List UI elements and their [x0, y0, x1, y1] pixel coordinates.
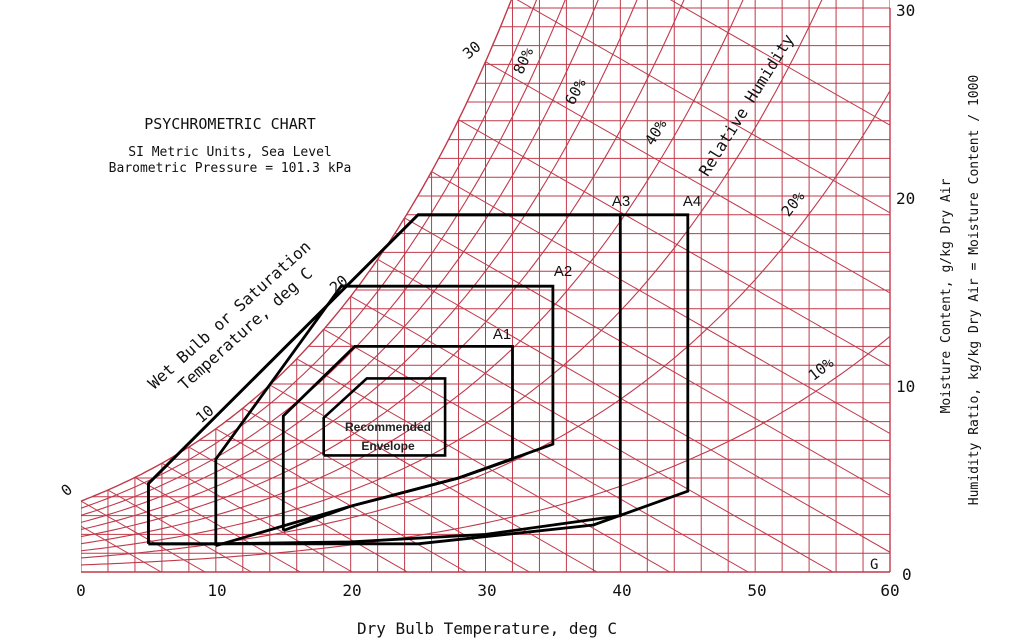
wet-bulb-line	[242, 407, 530, 572]
wet-bulb-label-2: Temperature, deg C	[175, 264, 317, 394]
y-tick-10: 10	[896, 377, 915, 396]
x-tick-50: 50	[747, 581, 766, 600]
envelope-layer	[147, 213, 690, 548]
rh-curve	[81, 335, 890, 566]
y-tick-30: 30	[896, 1, 915, 20]
x-tick-0: 0	[76, 581, 86, 600]
wet-bulb-tick-0: 0	[58, 480, 76, 500]
wet-bulb-line	[431, 171, 890, 572]
x-tick-40: 40	[612, 581, 631, 600]
y-tick-0: 0	[902, 565, 912, 584]
envelope-label-recommended-1: Recommended	[345, 420, 431, 434]
wet-bulb-line	[350, 295, 834, 572]
wet-bulb-tick-10: 10	[192, 401, 217, 426]
saturation-curve	[80, 0, 513, 502]
rh-label-80: 80%	[510, 45, 538, 77]
envelope-recommended-envelope	[322, 377, 447, 457]
x-tick-30: 30	[477, 581, 496, 600]
wet-bulb-line	[107, 489, 252, 572]
envelope-label-recommended-2: Envelope	[361, 439, 415, 453]
wet-bulb-tick-20: 20	[326, 271, 351, 296]
footer-mark: G	[870, 557, 878, 573]
chart-subtitle-1: SI Metric Units, Sea Level	[128, 145, 332, 160]
envelope-label-a1: A1	[493, 326, 511, 343]
y-tick-20: 20	[896, 189, 915, 208]
wet-bulb-tick-30: 30	[459, 37, 484, 62]
wet-bulb-label-1: Wet Bulb or Saturation	[144, 237, 314, 393]
wet-bulb-line	[377, 258, 890, 572]
chart-title: PSYCHROMETRIC CHART	[144, 115, 316, 133]
x-tick-10: 10	[207, 581, 226, 600]
x-tick-60: 60	[880, 581, 899, 600]
wet-bulb-line	[296, 358, 670, 572]
x-axis-label: Dry Bulb Temperature, deg C	[357, 619, 617, 638]
x-tick-20: 20	[342, 581, 361, 600]
envelope-label-a4: A4	[683, 193, 701, 210]
y-axis-label-1: Moisture Content, g/kg Dry Air	[939, 178, 954, 413]
wet-bulb-line	[404, 217, 890, 572]
chart-subtitle-2: Barometric Pressure = 101.3 kPa	[109, 161, 352, 176]
envelope-label-a3: A3	[612, 193, 630, 210]
wet-bulb-line	[512, 0, 890, 572]
wet-bulb-line	[134, 477, 301, 572]
wet-bulb-line	[458, 119, 890, 572]
wet-bulb-line	[485, 61, 890, 572]
rh-label-60: 60%	[561, 75, 590, 107]
wet-bulb-line	[215, 428, 467, 572]
envelope-a2	[214, 284, 555, 548]
envelope-a4	[147, 213, 690, 546]
rh-curve	[81, 0, 890, 509]
y-axis-label-2: Humidity Ratio, kg/kg Dry Air = Moisture…	[967, 75, 982, 505]
wet-bulb-line	[161, 462, 353, 572]
envelope-label-a2: A2	[554, 263, 572, 280]
